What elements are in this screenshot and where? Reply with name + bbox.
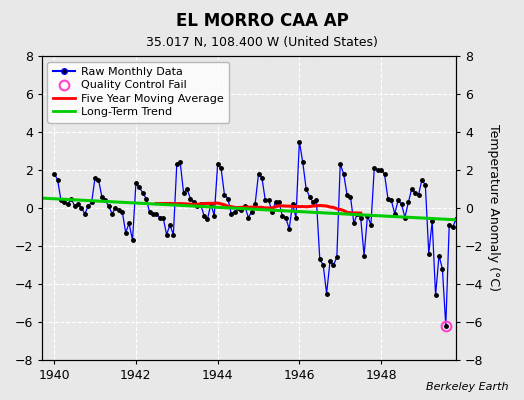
Text: EL MORRO CAA AP: EL MORRO CAA AP <box>176 12 348 30</box>
Text: Berkeley Earth: Berkeley Earth <box>426 382 508 392</box>
Y-axis label: Temperature Anomaly (°C): Temperature Anomaly (°C) <box>487 124 500 292</box>
Legend: Raw Monthly Data, Quality Control Fail, Five Year Moving Average, Long-Term Tren: Raw Monthly Data, Quality Control Fail, … <box>48 62 229 123</box>
Text: 35.017 N, 108.400 W (United States): 35.017 N, 108.400 W (United States) <box>146 36 378 49</box>
